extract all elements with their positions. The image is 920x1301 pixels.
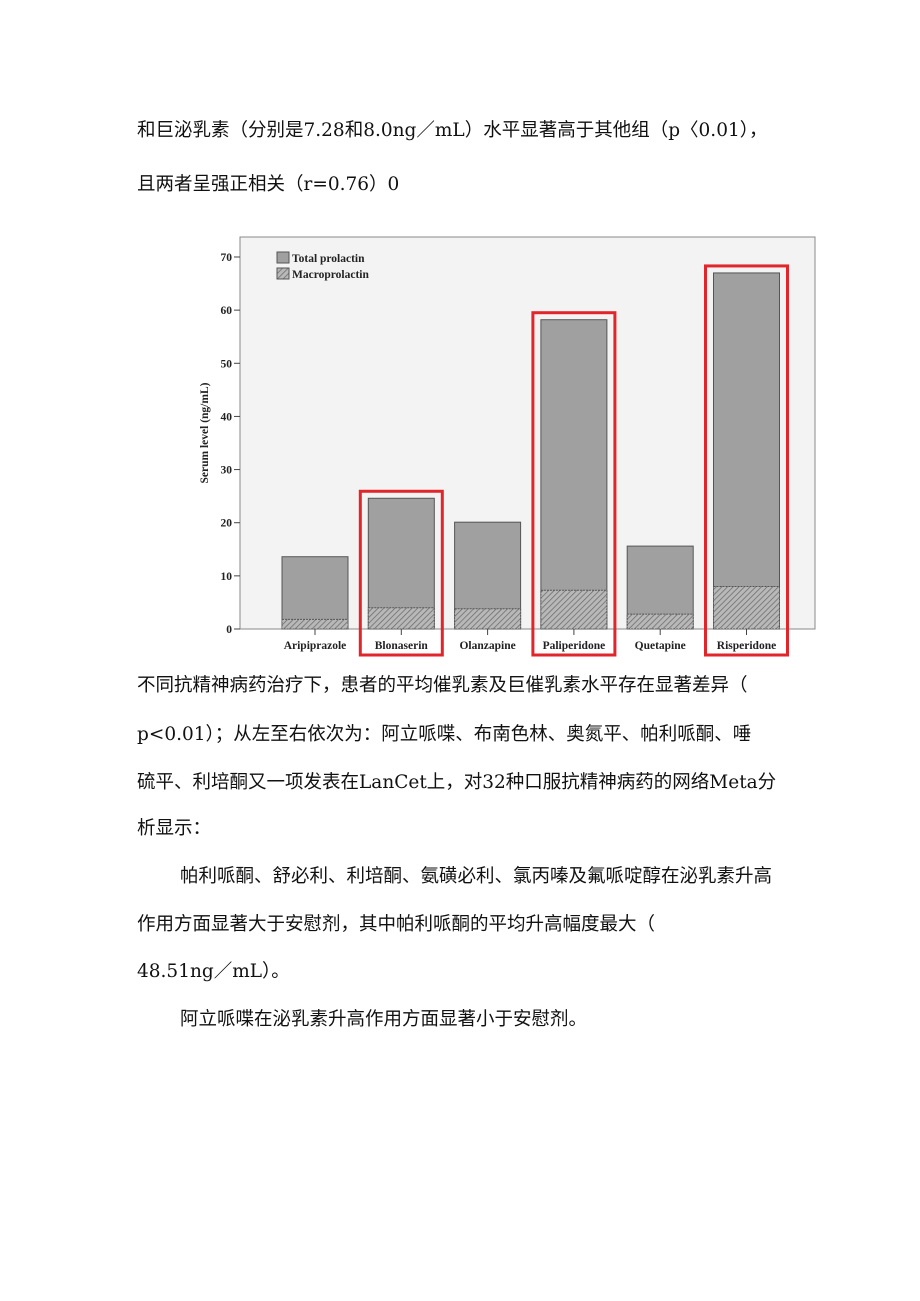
bar-macroprolactin (281, 618, 349, 630)
legend-label-macro: Macroprolactin (292, 269, 369, 281)
y-axis-label: Serum level (ng/mL) (199, 382, 211, 483)
legend-swatch-macro (276, 267, 290, 280)
y-tick-label: 60 (221, 305, 233, 317)
bar-macroprolactin (454, 608, 522, 630)
paragraph-line: 硫平、利培酮又一项发表在LanCet上，对32种口服抗精神病药的网络Meta分 (137, 772, 777, 793)
paragraph-line: 作用方面显著大于安慰剂，其中帕利哌酮的平均升高幅度最大（ (137, 914, 656, 935)
y-tick-label: 10 (221, 571, 233, 583)
x-tick-label: Risperidone (717, 640, 776, 652)
y-tick-label: 20 (221, 518, 233, 530)
legend: Total prolactin Macroprolactin (276, 251, 369, 281)
y-tick-label: 0 (226, 624, 232, 636)
y-tick-label: 70 (221, 252, 233, 264)
paragraph-line: 不同抗精神病药治疗下，患者的平均催乳素及巨催乳素水平存在显著差异（ (137, 675, 748, 696)
x-tick-label: Quetapine (635, 640, 686, 652)
y-tick-label: 50 (221, 358, 233, 370)
paragraph-line: 阿立哌喋在泌乳素升高作用方面显著小于安慰剂。 (180, 1009, 588, 1030)
legend-swatch-total (276, 251, 290, 264)
bar-macroprolactin (626, 613, 694, 630)
paragraph-line: 48.51ng／mL）。 (137, 961, 290, 982)
paragraph-line: 且两者呈强正相关（r=0.76）0 (137, 174, 400, 195)
y-tick-label: 40 (221, 411, 233, 423)
bar-macroprolactin (713, 585, 780, 630)
highlight-box (358, 489, 444, 657)
legend-label-total: Total prolactin (292, 253, 365, 265)
highlight-box (531, 311, 617, 657)
highlight-box (704, 264, 789, 657)
paragraph-line: 和巨泌乳素（分别是7.28和8.0ng／mL）水平显著高于其他组（p〈0.01）… (137, 120, 768, 141)
y-tick-label: 30 (221, 465, 233, 477)
paragraph-line: p<0.01）；从左至右依次为：阿立哌喋、布南色林、奥氮平、帕利哌酮、唾 (137, 724, 752, 745)
x-tick-label: Olanzapine (459, 640, 515, 652)
x-tick-label: Paliperidone (543, 640, 606, 652)
paragraph-line: 帕利哌酮、舒必利、利培酮、氨磺必利、氯丙嗪及氟哌啶醇在泌乳素升高 (180, 866, 773, 887)
bar-macroprolactin (367, 607, 435, 630)
bar-total-prolactin (281, 556, 349, 630)
bar-macroprolactin (540, 589, 608, 630)
x-tick-label: Blonaserin (375, 640, 429, 652)
bar-total-prolactin (713, 272, 780, 630)
bar-total-prolactin (540, 319, 608, 630)
prolactin-bar-chart: 0 10 20 30 40 50 60 70 Aripiprazole Blonaserin Ol… (199, 236, 816, 657)
x-tick-label: Aripiprazole (284, 640, 347, 652)
paragraph-line: 析显示： (137, 818, 212, 839)
